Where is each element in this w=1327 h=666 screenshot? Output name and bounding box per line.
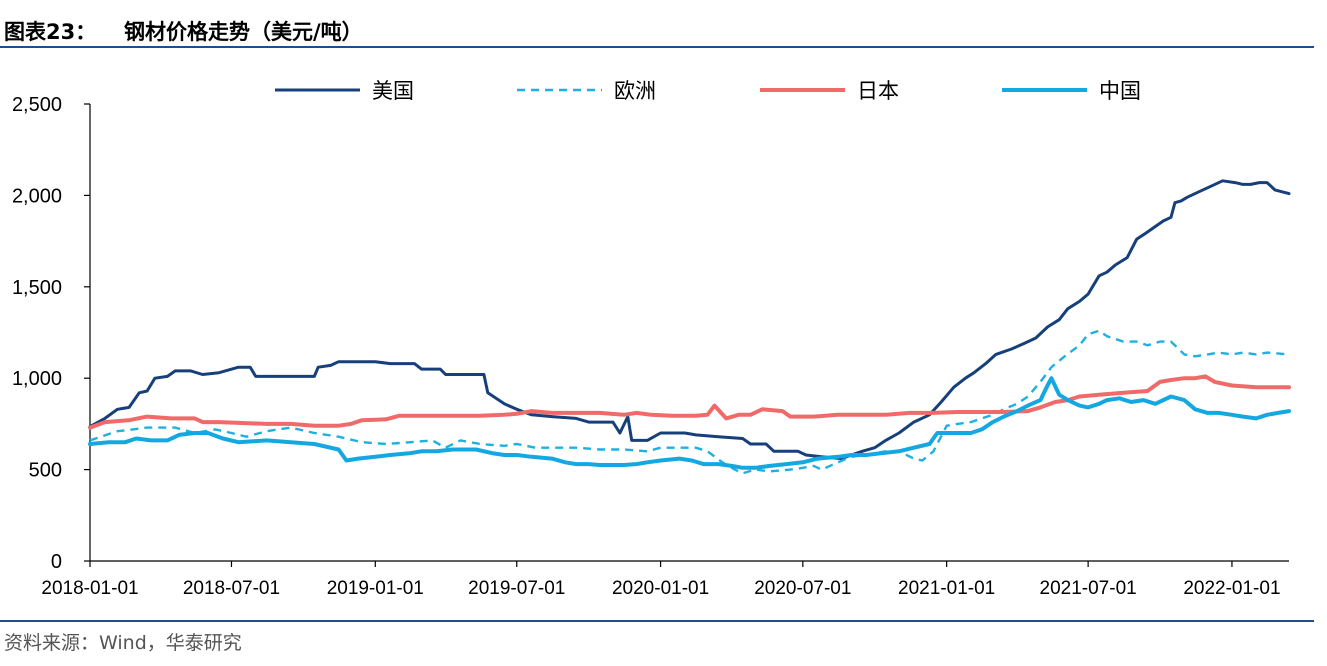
x-tick-label: 2020-01-01 [612,578,709,599]
legend-label: 美国 [372,80,414,103]
x-tick-label: 2021-07-01 [1040,578,1137,599]
legend-label: 欧洲 [614,80,656,103]
x-tick-label: 2022-01-01 [1183,578,1280,599]
series-line-日本 [88,374,1291,430]
x-tick-label: 2018-07-01 [183,578,280,599]
x-tick-label: 2019-07-01 [468,578,565,599]
x-tick-label: 2019-01-01 [327,578,424,599]
series-line-美国 [88,179,1291,461]
y-tick-label: 2,000 [12,185,62,207]
y-tick-label: 1,000 [12,368,62,390]
legend-label: 日本 [857,80,899,103]
y-tick-label: 1,500 [12,277,62,299]
chart-title: 钢材价格走势（美元/吨） [124,20,363,44]
line-chart: 美国 欧洲 日本 中国 0 500 1,000 1,500 2,000 2,500 2018-01… [12,80,1291,599]
series-line-中国 [88,376,1291,470]
y-tick-label: 2,500 [12,94,62,116]
footer-rule [0,620,1314,622]
legend-label: 中国 [1099,80,1141,103]
x-tick-label: 2018-01-01 [41,578,138,599]
plot-series [88,179,1291,475]
series-line-欧洲 [89,329,1290,475]
x-tick-label: 2020-07-01 [754,578,851,599]
y-tick-label: 500 [29,460,62,482]
source-note: 资料来源：Wind，华泰研究 [4,632,242,654]
figure-header: 图表23： 钢材价格走势（美元/吨） [0,0,1314,48]
y-tick-label: 0 [51,551,62,573]
chart-area: 美国 欧洲 日本 中国 0 500 1,000 1,500 2,000 2,500 2018-01… [0,48,1327,620]
figure-label: 图表23： [4,20,97,44]
x-tick-label: 2021-01-01 [898,578,995,599]
axes: 0 500 1,000 1,500 2,000 2,500 2018-01-01 2018-0… [12,94,1289,599]
legend: 美国 欧洲 日本 中国 [275,80,1141,103]
